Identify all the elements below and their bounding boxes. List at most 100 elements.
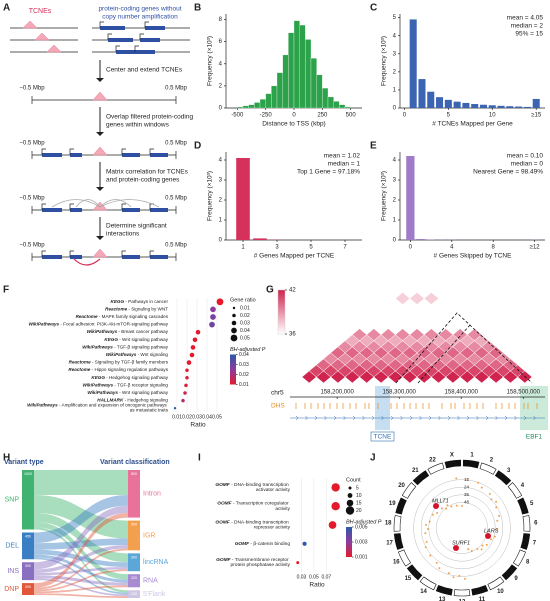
significant-arc xyxy=(73,258,101,266)
sankey-target-label: IGR xyxy=(143,532,155,539)
x-tick-label: 1 xyxy=(241,245,245,251)
sankey-source-label: SNP xyxy=(5,497,20,504)
y-axis-label: Frequency (×10³) xyxy=(207,171,214,221)
genes-label: protein-coding genes without xyxy=(98,6,181,13)
sankey-link xyxy=(34,569,128,592)
window-label: 0.5 Mbp xyxy=(165,141,187,147)
sankey-link xyxy=(34,549,128,568)
strand-arrow xyxy=(466,415,470,421)
y-tick-label: 0 xyxy=(219,238,223,244)
x-tick-label: -250 xyxy=(260,113,273,119)
bar xyxy=(310,58,317,109)
panel-a: TCNEs protein-coding genes without copy … xyxy=(29,6,194,238)
panel-label: H xyxy=(3,453,10,464)
coordinate-label: 158,200,000 xyxy=(320,390,354,396)
sankey-node-value: 1000 xyxy=(24,472,32,476)
chromosome xyxy=(395,497,407,515)
strand-arrow xyxy=(504,415,508,421)
y-axis-label: Frequency (×10³) xyxy=(381,36,388,86)
chromosome-label: 11 xyxy=(479,597,486,601)
variant-point xyxy=(495,506,498,509)
variant-point xyxy=(476,548,479,551)
bar xyxy=(259,99,266,109)
chromosome xyxy=(398,549,412,567)
color-legend-title: BH-adjusted P xyxy=(230,347,266,353)
sankey-node xyxy=(128,553,140,572)
size-legend-label: 0.04 xyxy=(240,328,250,334)
gene xyxy=(150,153,168,157)
bar xyxy=(462,102,470,108)
variant-point xyxy=(466,478,469,481)
window-label: 0.5 Mbp xyxy=(165,243,187,249)
tss-arrow xyxy=(69,148,74,155)
size-legend-dot xyxy=(346,499,354,507)
interaction-arc xyxy=(99,199,160,208)
gene xyxy=(122,153,140,157)
x-tick-label: 0.01 xyxy=(172,414,182,420)
chromosome xyxy=(393,533,404,550)
step-text: genes within windows xyxy=(106,122,170,129)
sankey-link xyxy=(34,554,128,583)
variant-point xyxy=(440,507,443,510)
y-tick-label: 4 xyxy=(219,61,223,67)
sankey-link xyxy=(34,567,128,576)
heat-cell xyxy=(423,292,439,305)
term-label: GOMF - DNA-binding transcription repress… xyxy=(215,520,290,531)
strand-arrow xyxy=(314,415,318,421)
gene xyxy=(150,255,168,259)
step-text: Determine significant xyxy=(106,223,167,230)
x-tick-label: 0.03 xyxy=(192,414,202,420)
x-tick-label: 5 xyxy=(447,113,451,119)
bar xyxy=(276,72,283,109)
x-axis-label: Ratio xyxy=(309,582,325,589)
step-text: Matrix correlation for TCNEs xyxy=(106,169,189,176)
variant-point xyxy=(480,486,483,489)
dot xyxy=(192,337,198,343)
term-label: KEGG - Pathways in cancer xyxy=(111,299,169,304)
gene xyxy=(145,26,165,30)
sankey-link xyxy=(34,521,128,580)
y-tick-label: 3 xyxy=(219,178,223,184)
x-tick-label: 5 xyxy=(309,245,313,251)
strand-arrow xyxy=(457,415,460,421)
x-tick-label: 0.02 xyxy=(182,414,192,420)
x-tick-label: 7 xyxy=(343,245,347,251)
x-tick-label: 10 xyxy=(489,113,496,119)
tcne-peak xyxy=(22,20,38,29)
color-bar xyxy=(277,289,286,335)
tcnes-label: TCNEs xyxy=(29,8,52,15)
x-axis-label: # Genes Skipped by TCNE xyxy=(434,253,513,260)
variant-point xyxy=(493,535,496,538)
chromosome-label: 12 xyxy=(459,600,466,601)
strand-arrow xyxy=(333,415,337,421)
dot xyxy=(181,398,185,403)
chromosome xyxy=(435,584,453,596)
gene-label: LARS xyxy=(484,528,499,534)
x-axis-label: Ratio xyxy=(190,422,206,429)
strand-arrow xyxy=(305,415,308,421)
color-tick-label: 0.02 xyxy=(239,372,249,378)
strand-arrow xyxy=(476,415,479,421)
sankey-node-value: 300 xyxy=(25,564,31,568)
dot xyxy=(296,561,300,565)
chromosome xyxy=(517,497,529,515)
tss-arrow xyxy=(99,21,104,28)
gene xyxy=(108,38,133,42)
bar xyxy=(436,97,444,108)
chromosome-label: 18 xyxy=(385,521,392,527)
y-tick-label: 1 xyxy=(219,218,223,224)
sankey-link xyxy=(34,575,128,586)
variant-point xyxy=(425,523,428,526)
strand-arrow xyxy=(352,415,356,421)
x-tick-label: 250 xyxy=(317,113,328,119)
sankey-node xyxy=(22,532,34,560)
sankey-link xyxy=(34,494,128,539)
coordinate-label: 158,300,000 xyxy=(383,390,417,396)
size-legend-title: Count xyxy=(346,477,361,483)
dot xyxy=(209,321,215,328)
annotation: Nearest Gene = 98.49% xyxy=(473,169,543,176)
dot xyxy=(186,360,192,365)
sankey-source-label: DNP xyxy=(4,586,19,593)
arrow-head xyxy=(96,78,104,82)
size-legend-dot xyxy=(348,486,352,490)
